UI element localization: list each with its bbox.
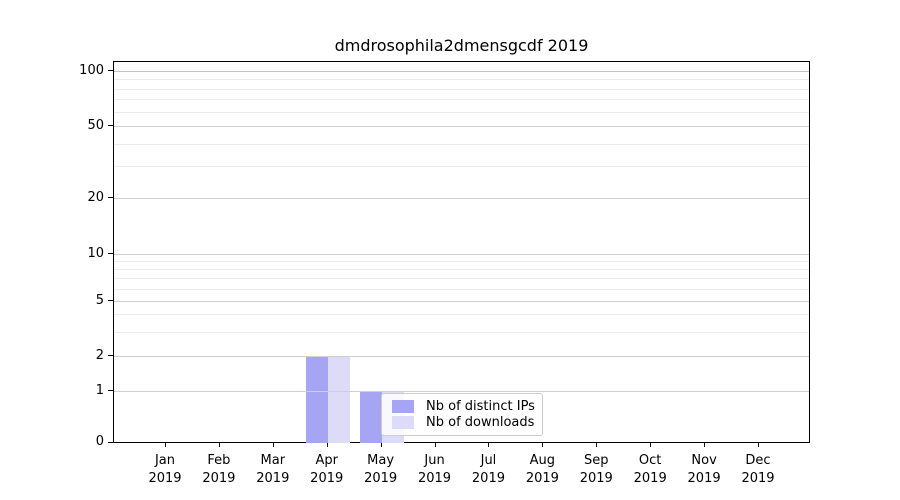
x-tick-year: 2019 (256, 471, 290, 486)
bar-nb-of-distinct-ips-apr (305, 356, 328, 443)
major-gridline-10 (114, 254, 809, 255)
x-tick-month: Feb (207, 453, 231, 468)
y-tick-label-1: 1 (95, 383, 104, 398)
minor-gridline (114, 269, 809, 271)
x-tick-year: 2019 (417, 471, 452, 486)
x-tick-year: 2019 (471, 471, 505, 486)
x-tick-year: 2019 (148, 471, 182, 486)
y-tick-50 (108, 125, 113, 126)
chart-title: dmdrosophila2dmensgcdf 2019 (334, 36, 589, 55)
x-tick-month: Nov (691, 453, 717, 468)
x-tick-label-aug: Aug 2019 (515, 452, 569, 488)
x-tick-label-jun: Jun 2019 (408, 452, 462, 488)
x-tick-label-dec: Dec 2019 (731, 452, 785, 488)
bar-nb-of-distinct-ips-may (359, 391, 382, 443)
legend-swatch-nb-of-downloads (392, 416, 414, 430)
y-tick-1 (108, 390, 113, 391)
x-tick-nov (704, 443, 706, 447)
x-tick-year: 2019 (687, 471, 721, 486)
x-tick-year: 2019 (633, 471, 667, 486)
x-tick-oct (650, 443, 652, 447)
x-tick-month: Oct (638, 453, 662, 468)
y-tick-label-50: 50 (87, 118, 104, 133)
minor-gridline (114, 278, 809, 280)
major-gridline-100 (114, 71, 809, 72)
x-tick-month: Mar (260, 453, 286, 468)
x-tick-sep (596, 443, 598, 447)
x-tick-year: 2019 (579, 471, 613, 486)
legend-row: Nb of distinct IPs (392, 398, 535, 415)
x-tick-month: Jul (480, 453, 497, 468)
y-tick-5 (108, 300, 113, 301)
x-tick-mar (272, 443, 274, 447)
x-tick-year: 2019 (741, 471, 775, 486)
major-gridline-1 (114, 391, 809, 392)
minor-gridline (114, 166, 809, 168)
minor-gridline (114, 143, 809, 145)
legend-row: Nb of downloads (392, 415, 534, 432)
x-tick-label-may: May 2019 (354, 452, 408, 488)
y-tick-100 (108, 70, 113, 71)
minor-gridline (114, 99, 809, 101)
x-tick-jul (488, 443, 490, 447)
x-tick-label-feb: Feb 2019 (192, 452, 246, 488)
legend-label: Nb of downloads (426, 415, 535, 431)
x-tick-label-nov: Nov 2019 (677, 452, 731, 488)
x-tick-label-mar: Mar 2019 (246, 452, 300, 488)
x-tick-month: May (367, 453, 395, 468)
bar-nb-of-downloads-apr (327, 356, 350, 443)
y-tick-0 (108, 442, 113, 443)
x-tick-month: Jun (424, 453, 445, 468)
x-tick-year: 2019 (202, 471, 236, 486)
plot-area (113, 61, 810, 443)
y-tick-label-10: 10 (87, 246, 104, 261)
legend-swatch-nb-of-distinct-ips (392, 399, 414, 413)
x-tick-dec (758, 443, 759, 447)
x-tick-month: Apr (315, 453, 338, 468)
y-tick-label-2: 2 (95, 348, 104, 363)
x-tick-month: Aug (529, 453, 556, 468)
y-tick-label-20: 20 (87, 190, 104, 205)
x-tick-may (380, 443, 382, 447)
x-tick-label-sep: Sep 2019 (569, 452, 623, 488)
minor-gridline (114, 79, 809, 81)
x-tick-month: Sep (584, 453, 609, 468)
x-tick-jun (434, 443, 436, 447)
minor-gridline (114, 288, 809, 290)
major-gridline-50 (114, 126, 809, 127)
x-tick-month: Jan (154, 453, 176, 468)
y-tick-label-0: 0 (95, 434, 104, 449)
y-tick-label-5: 5 (95, 293, 104, 308)
x-tick-feb (218, 443, 220, 447)
x-tick-label-apr: Apr 2019 (300, 452, 354, 488)
major-gridline-20 (114, 198, 809, 199)
minor-gridline (114, 331, 809, 333)
legend: Nb of distinct IPs Nb of downloads (381, 393, 543, 436)
y-tick-20 (108, 197, 113, 198)
x-tick-jan (165, 443, 166, 447)
y-tick-10 (108, 253, 113, 254)
x-tick-label-jul: Jul 2019 (461, 452, 515, 488)
x-tick-label-jan: Jan 2019 (138, 452, 192, 488)
minor-gridline (114, 111, 809, 113)
legend-label: Nb of distinct IPs (426, 398, 535, 414)
x-tick-year: 2019 (525, 471, 559, 486)
minor-gridline (114, 88, 809, 90)
x-tick-year: 2019 (310, 471, 344, 486)
x-tick-aug (542, 443, 544, 447)
major-gridline-5 (114, 301, 809, 302)
x-tick-month: Dec (745, 453, 771, 468)
y-tick-label-100: 100 (79, 63, 104, 78)
x-tick-year: 2019 (364, 471, 398, 486)
x-tick-apr (326, 443, 328, 447)
minor-gridline (114, 261, 809, 263)
y-tick-2 (108, 355, 113, 356)
x-tick-label-oct: Oct 2019 (623, 452, 677, 488)
major-gridline-2 (114, 356, 809, 357)
minor-gridline (114, 314, 809, 316)
